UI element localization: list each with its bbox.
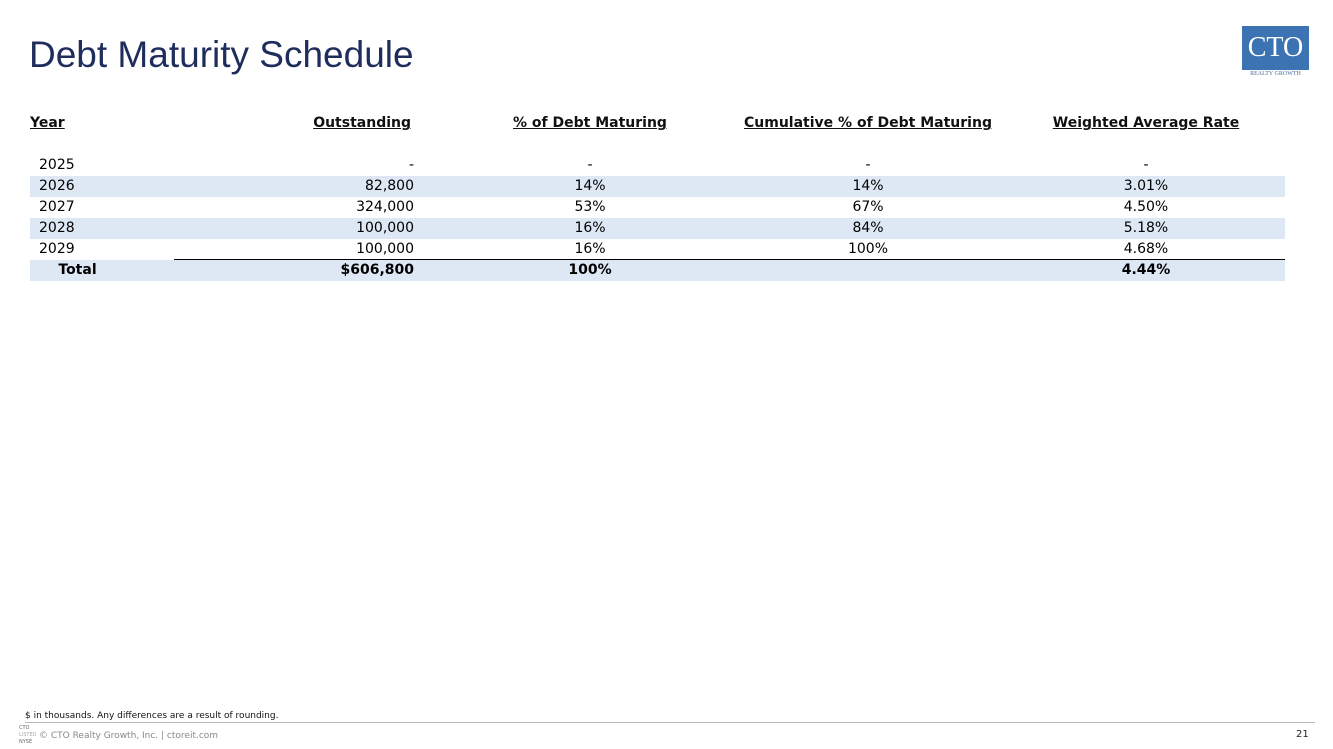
table-cell: 16% [574, 220, 606, 236]
total-cell: 100% [568, 262, 612, 278]
table-cell: 14% [574, 178, 606, 194]
table-cell: 84% [852, 220, 884, 236]
table-cell: 16% [574, 241, 606, 257]
badge-text: LISTED [19, 732, 37, 738]
table-cell: 2029 [39, 241, 75, 257]
table-cell: 14% [852, 178, 884, 194]
total-rule [174, 259, 1285, 260]
footer-rule [25, 722, 1315, 723]
table-cell: - [408, 157, 414, 173]
table-cell: 67% [852, 199, 884, 215]
total-cell: 4.44% [1121, 262, 1171, 278]
footnote: $ in thousands. Any differences are a re… [25, 711, 279, 721]
table-cell: 100,000 [356, 220, 414, 236]
column-header: Cumulative % of Debt Maturing [744, 115, 992, 131]
logo-tagline: REALTY GROWTH [1250, 71, 1301, 77]
column-header: Weighted Average Rate [1052, 115, 1240, 131]
table-cell: 324,000 [356, 199, 414, 215]
table-cell: - [1143, 157, 1149, 173]
column-header: Year [30, 115, 65, 131]
badge-text: NYSE [19, 739, 33, 745]
row-shade [30, 218, 1285, 239]
table-cell: 3.01% [1123, 178, 1169, 194]
table-cell: 100,000 [356, 241, 414, 257]
table-cell: 100% [847, 241, 889, 257]
total-cell: Total [58, 262, 97, 278]
table-cell: - [587, 157, 593, 173]
table-cell: 4.50% [1123, 199, 1169, 215]
table-cell: 53% [574, 199, 606, 215]
title: Debt Maturity Schedule [29, 34, 414, 75]
column-header: Outstanding [313, 115, 411, 131]
table-cell: 82,800 [365, 178, 414, 194]
copyright: © CTO Realty Growth, Inc. | ctoreit.com [39, 731, 219, 741]
row-shade [30, 176, 1285, 197]
row-shade [30, 260, 1285, 281]
logo: CTO [1242, 26, 1309, 70]
table-cell: 2025 [39, 157, 75, 173]
page-number: 21 [1296, 729, 1309, 740]
table-cell: 4.68% [1123, 241, 1169, 257]
table-cell: 5.18% [1123, 220, 1169, 236]
table-cell: 2026 [39, 178, 75, 194]
badge-text: CTO [19, 725, 30, 731]
total-cell: $606,800 [340, 262, 414, 278]
column-header: % of Debt Maturing [513, 115, 667, 131]
table-cell: - [865, 157, 871, 173]
table-cell: 2028 [39, 220, 75, 236]
table-cell: 2027 [39, 199, 75, 215]
